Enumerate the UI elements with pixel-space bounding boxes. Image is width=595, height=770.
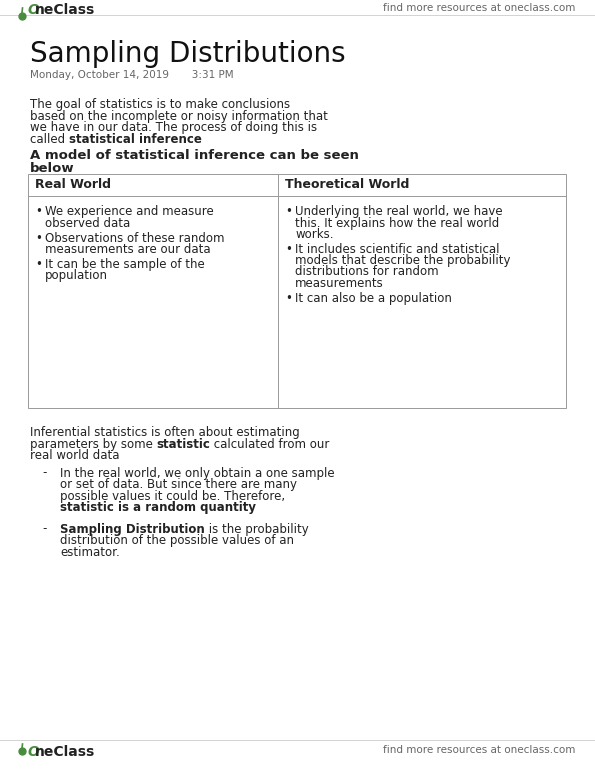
Text: Underlying the real world, we have: Underlying the real world, we have — [295, 206, 503, 219]
Text: population: population — [45, 270, 108, 283]
Text: A model of statistical inference can be seen: A model of statistical inference can be … — [30, 149, 359, 162]
Text: possible values it could be. Therefore,: possible values it could be. Therefore, — [60, 490, 285, 503]
Text: is the probability: is the probability — [205, 523, 308, 535]
Text: we have in our data. The process of doing this is: we have in our data. The process of doin… — [30, 121, 317, 134]
Text: neClass: neClass — [35, 745, 95, 759]
Text: models that describe the probability: models that describe the probability — [295, 254, 511, 267]
Text: Inferential statistics is often about estimating: Inferential statistics is often about es… — [30, 426, 300, 439]
Text: statistic is a random quantity: statistic is a random quantity — [60, 501, 256, 514]
Text: O: O — [28, 3, 40, 17]
Text: measurements: measurements — [295, 276, 384, 290]
Text: •: • — [35, 206, 42, 219]
Text: -: - — [42, 523, 46, 535]
Text: O: O — [28, 745, 40, 759]
Text: Theoretical World: Theoretical World — [285, 179, 409, 191]
Text: neClass: neClass — [35, 3, 95, 17]
Text: We experience and measure: We experience and measure — [45, 206, 214, 219]
Text: The goal of statistics is to make conclusions: The goal of statistics is to make conclu… — [30, 98, 290, 111]
Text: •: • — [35, 258, 42, 271]
Text: distribution of the possible values of an: distribution of the possible values of a… — [60, 534, 294, 547]
Text: find more resources at oneclass.com: find more resources at oneclass.com — [383, 745, 575, 755]
Text: estimator.: estimator. — [60, 545, 120, 558]
Bar — [28, 174, 566, 408]
Text: observed data: observed data — [45, 216, 130, 229]
Text: parameters by some: parameters by some — [30, 437, 156, 450]
Text: measurements are our data: measurements are our data — [45, 243, 211, 256]
Text: Monday, October 14, 2019       3:31 PM: Monday, October 14, 2019 3:31 PM — [30, 70, 234, 80]
Text: statistic: statistic — [156, 437, 211, 450]
Text: called: called — [30, 132, 69, 146]
Text: -: - — [42, 467, 46, 480]
Text: works.: works. — [295, 228, 334, 241]
Text: It includes scientific and statistical: It includes scientific and statistical — [295, 243, 500, 256]
Text: or set of data. But since there are many: or set of data. But since there are many — [60, 478, 297, 491]
Text: Real World: Real World — [35, 179, 111, 191]
Text: •: • — [35, 232, 42, 245]
Text: real world data: real world data — [30, 449, 120, 462]
Text: below: below — [30, 162, 74, 175]
Text: In the real world, we only obtain a one sample: In the real world, we only obtain a one … — [60, 467, 334, 480]
Text: statistical inference: statistical inference — [69, 132, 202, 146]
Text: find more resources at oneclass.com: find more resources at oneclass.com — [383, 3, 575, 13]
Text: •: • — [285, 243, 292, 256]
Text: It can be the sample of the: It can be the sample of the — [45, 258, 205, 271]
Text: this. It explains how the real world: this. It explains how the real world — [295, 216, 499, 229]
Text: •: • — [285, 292, 292, 305]
Text: It can also be a population: It can also be a population — [295, 292, 452, 305]
Text: Observations of these random: Observations of these random — [45, 232, 224, 245]
Text: calculated from our: calculated from our — [211, 437, 330, 450]
Text: Sampling Distributions: Sampling Distributions — [30, 40, 346, 68]
Text: Sampling Distribution: Sampling Distribution — [60, 523, 205, 535]
Text: based on the incomplete or noisy information that: based on the incomplete or noisy informa… — [30, 109, 328, 122]
Text: distributions for random: distributions for random — [295, 266, 439, 278]
Text: •: • — [285, 206, 292, 219]
